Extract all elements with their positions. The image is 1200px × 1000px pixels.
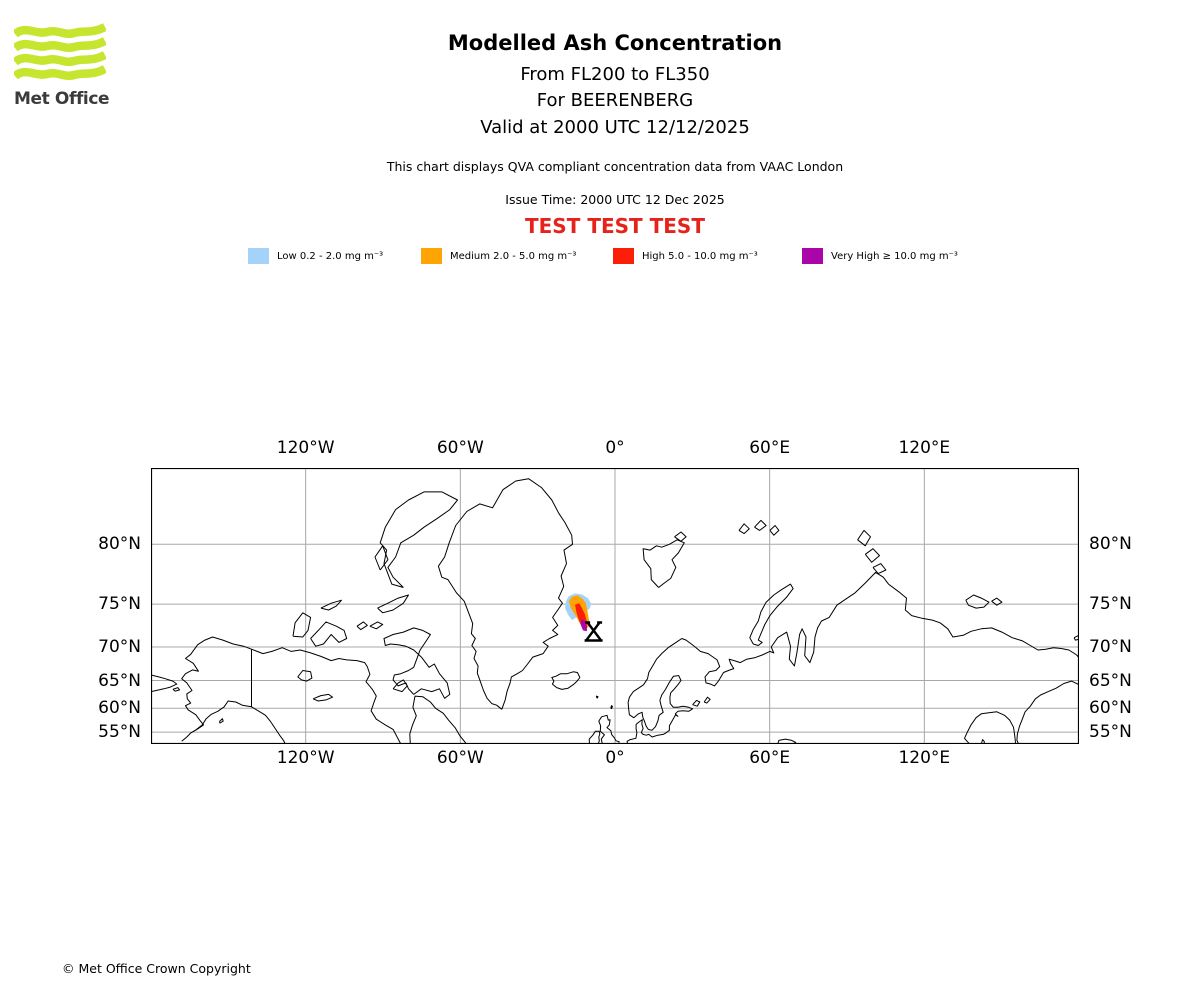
lat-tick-right: 70°N (1089, 636, 1132, 657)
legend-swatch-very-high (802, 247, 823, 264)
test-banner: TEST TEST TEST (525, 214, 705, 238)
lat-tick-right: 80°N (1089, 534, 1132, 555)
lat-tick-left: 55°N (98, 722, 141, 743)
legend-item-high: High 5.0 - 10.0 mg m⁻³ (613, 245, 758, 264)
lat-tick-right: 75°N (1089, 594, 1132, 615)
valid-time-subtitle: Valid at 2000 UTC 12/12/2025 (480, 117, 750, 138)
coastline-kodiak (218, 718, 224, 724)
legend-item-low: Low 0.2 - 2.0 mg m⁻³ (248, 245, 384, 264)
coastline-franz-josef-1 (738, 523, 750, 535)
coastline-iceland (551, 671, 581, 690)
lat-tick-right: 65°N (1089, 670, 1132, 691)
legend-label-high: High 5.0 - 10.0 mg m⁻³ (642, 251, 758, 262)
flight-level-subtitle: From FL200 to FL350 (520, 64, 710, 85)
coastline-franz-josef-2 (754, 519, 767, 531)
lon-tick-bottom: 60°E (749, 748, 791, 768)
coastline-somerset-island (369, 621, 384, 630)
met-office-logo-text: Met Office (14, 89, 110, 109)
lon-tick-bottom: 120°W (276, 748, 335, 768)
legend-label-medium: Medium 2.0 - 5.0 mg m⁻³ (450, 251, 577, 262)
lon-tick-bottom: 0° (605, 748, 625, 768)
coastline-nordaustlandet (674, 531, 687, 542)
lat-tick-left: 65°N (98, 670, 141, 691)
lon-tick-top: 120°W (276, 438, 335, 458)
coastline-svalbard (642, 539, 685, 588)
coastline-great-bear-lake (297, 670, 313, 682)
lon-tick-bottom: 60°W (436, 748, 484, 768)
coastline-chukotka-kamchatka (1016, 680, 1079, 744)
lat-tick-left: 70°N (98, 636, 141, 657)
chart-title: Modelled Ash Concentration (447, 31, 783, 55)
coastline-ireland (588, 730, 601, 744)
lat-tick-left: 75°N (98, 594, 141, 615)
legend-item-medium: Medium 2.0 - 5.0 mg m⁻³ (421, 245, 577, 264)
lon-tick-top: 0° (605, 438, 625, 458)
coastline-bc-coast (251, 706, 286, 744)
coastline-severnaya-zemlya-3 (872, 563, 887, 575)
lon-tick-top: 120°E (898, 438, 951, 458)
coastline-victoria-island (310, 621, 348, 647)
met-office-logo: Met Office (12, 22, 124, 109)
coastline-lake-onega (703, 696, 711, 704)
coastline-novaya-zemlya (749, 583, 794, 646)
copyright-text: © Met Office Crown Copyright (62, 961, 251, 976)
legend-swatch-high (613, 247, 634, 264)
coastline-siberian-lake (777, 738, 797, 744)
coastline-baffin-island (383, 627, 451, 699)
coastline-southampton-island (392, 679, 408, 693)
coastline-faroe (595, 695, 599, 699)
coastline-severnaya-zemlya-2 (864, 548, 880, 563)
coastline-prince-of-wales-island (356, 621, 368, 631)
coastline-new-siberian-1 (965, 594, 990, 609)
coastline-melville-island (320, 599, 342, 611)
coastline-severnaya-zemlya-1 (857, 529, 871, 547)
coastline-sakhalin-tip (980, 739, 985, 744)
coastline-banks-island (292, 612, 312, 638)
coastline-okhotsk-coast (964, 711, 1017, 744)
issue-time: Issue Time: 2000 UTC 12 Dec 2025 (505, 192, 725, 207)
lon-tick-top: 60°E (749, 438, 791, 458)
coastline-wrangel (1073, 634, 1079, 641)
coastline-alaska-west-north (181, 636, 252, 742)
legend-swatch-medium (421, 247, 442, 264)
qva-description: This chart displays QVA compliant concen… (386, 159, 844, 174)
lat-tick-right: 60°N (1089, 698, 1132, 719)
lon-tick-top: 60°W (436, 438, 484, 458)
map-frame (151, 468, 1079, 744)
coastline-great-slave-lake (312, 693, 333, 702)
coastline-ellesmere (379, 491, 458, 588)
coastline-new-siberian-2 (991, 597, 1003, 606)
coastline-great-britain (598, 714, 620, 744)
legend-label-very-high: Very High ≥ 10.0 mg m⁻³ (831, 251, 958, 262)
volcano-marker (584, 621, 603, 642)
met-office-logo-waves (12, 23, 108, 80)
lat-tick-left: 80°N (98, 534, 141, 555)
coastline-eurasia-mainland (626, 571, 1079, 744)
coastline-shetland (610, 705, 613, 710)
coastline-lake-ladoga (692, 699, 701, 707)
map-canvas (151, 468, 1079, 744)
coastline-franz-josef-3 (769, 525, 780, 536)
coastline-axel-heiberg (374, 545, 389, 571)
coastline-hudson-labrador (409, 695, 467, 744)
coastline-chukotka (151, 674, 178, 693)
legend-item-very-high: Very High ≥ 10.0 mg m⁻³ (802, 245, 958, 264)
coastline-canada-north (251, 647, 402, 744)
coastline-alaska-south (190, 700, 252, 734)
legend-label-low: Low 0.2 - 2.0 mg m⁻³ (277, 251, 384, 262)
lat-tick-right: 55°N (1089, 722, 1132, 743)
coastline-st-lawrence-island (172, 687, 181, 692)
coastline-devon-island (377, 594, 409, 614)
lat-tick-left: 60°N (98, 698, 141, 719)
legend-swatch-low (248, 247, 269, 264)
volcano-subtitle: For BEERENBERG (536, 90, 694, 111)
lon-tick-bottom: 120°E (898, 748, 951, 768)
coastline-greenland (437, 478, 573, 710)
